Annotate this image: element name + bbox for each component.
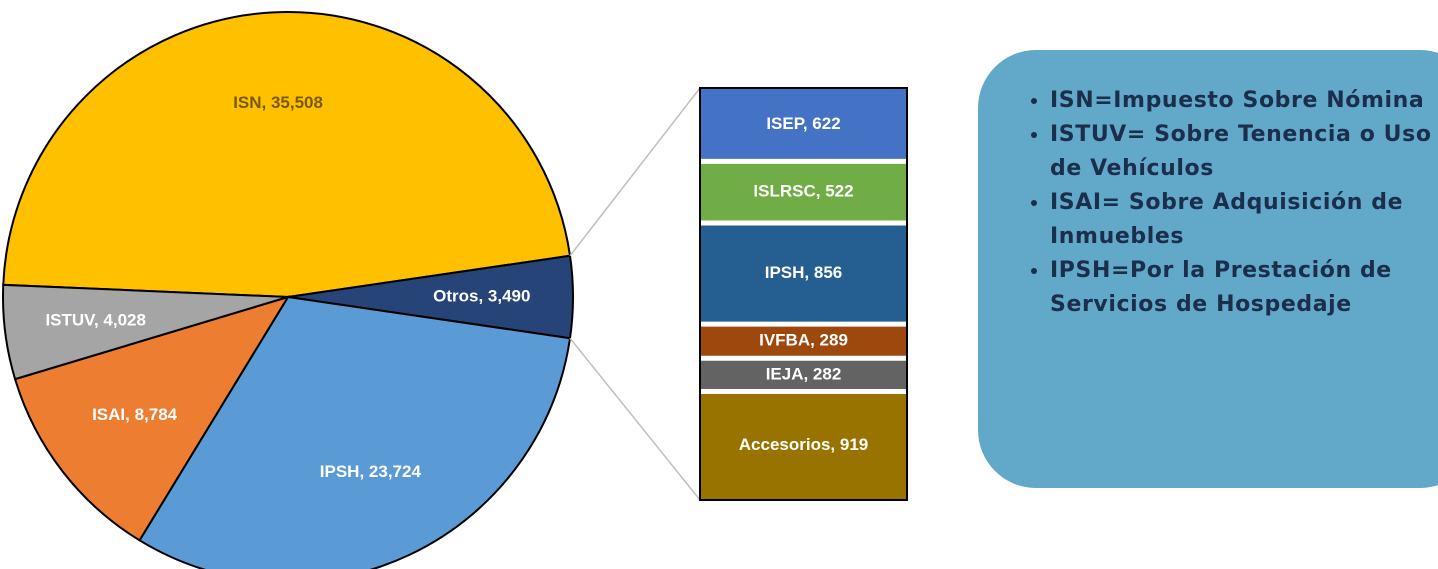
data-label: Otros, 3,490 — [433, 286, 530, 305]
pie-slice — [2, 10, 572, 299]
bar-outline — [699, 87, 908, 501]
note-item: ISTUV= Sobre Tenencia o Uso de Vehículos — [1050, 118, 1438, 186]
data-label: IVFBA, 289 — [759, 331, 848, 350]
connector-line — [569, 337, 701, 501]
legend-box: ISN=Impuesto Sobre NóminaISTUV= Sobre Te… — [978, 50, 1438, 488]
data-label: Accesorios, 919 — [739, 435, 868, 454]
notes-list: ISN=Impuesto Sobre NóminaISTUV= Sobre Te… — [1026, 84, 1438, 322]
chart: ISN, 35,508 Otros, 3,490 IPSH, 23,724 ISAI,… — [2, 10, 908, 569]
note-item: ISN=Impuesto Sobre Nómina — [1050, 84, 1438, 118]
bar-segment — [699, 160, 908, 224]
data-label: IPSH, 856 — [765, 263, 843, 282]
data-label: ISEP, 622 — [766, 114, 840, 133]
data-label: ISN, 35,508 — [233, 93, 323, 112]
data-label: IPSH, 23,724 — [320, 462, 422, 481]
pie-slice — [13, 295, 291, 542]
connector-line — [569, 87, 701, 257]
data-label: ISAI, 8,784 — [92, 405, 178, 424]
pie-slice — [2, 283, 289, 381]
bar-segment — [699, 323, 908, 359]
data-label: ISLRSC, 522 — [753, 182, 853, 201]
data-label: ISTUV, 4,028 — [45, 311, 146, 330]
data-label: IEJA, 282 — [766, 364, 842, 383]
note-item: ISAI= Sobre Adquisición de Inmuebles — [1050, 186, 1438, 254]
note-item: IPSH=Por la Prestación de Servicios de H… — [1050, 254, 1438, 322]
